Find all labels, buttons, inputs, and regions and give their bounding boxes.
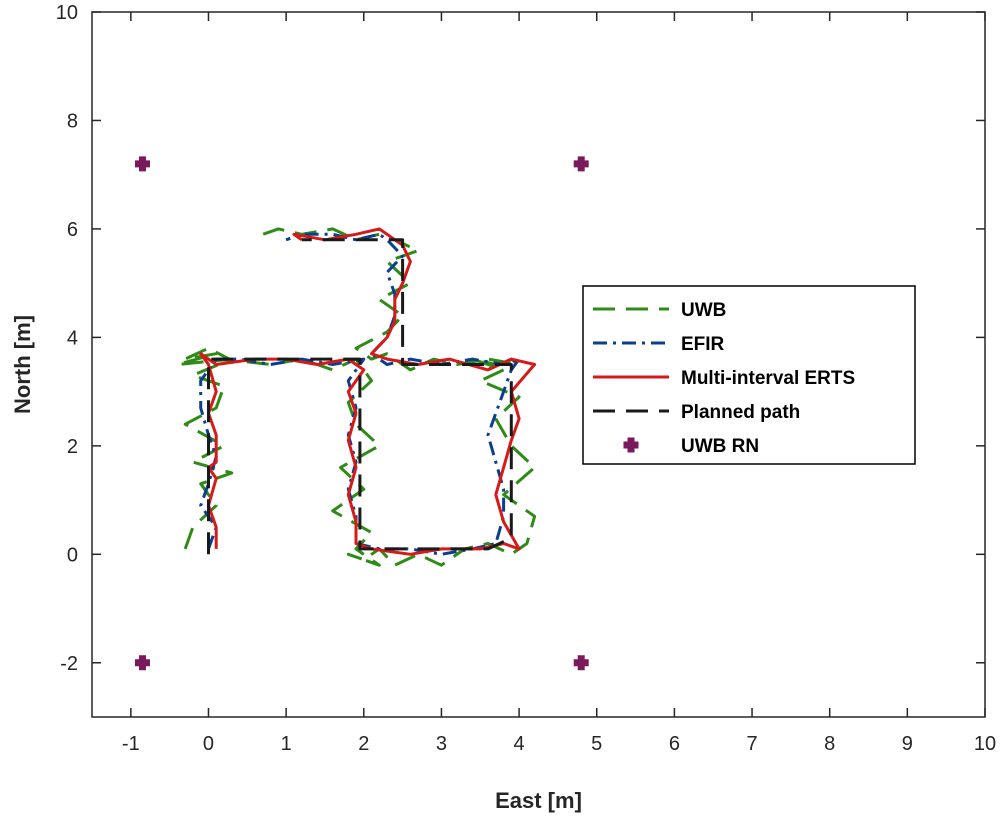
- x-tick-label: 7: [746, 733, 757, 755]
- y-axis-label: North [m]: [10, 315, 35, 414]
- x-tick-label: 10: [974, 733, 996, 755]
- uwb-rn-marker: [134, 655, 150, 671]
- marker-layer: [134, 156, 589, 671]
- legend-label: Planned path: [681, 402, 800, 423]
- legend: UWB EFIR Multi-interval ERTS Planned path UW…: [582, 285, 916, 465]
- x-tick-label: -1: [122, 733, 140, 755]
- series-line-uwb: [175, 227, 537, 567]
- legend-label: UWB: [681, 300, 726, 321]
- y-tick-label: 4: [67, 327, 78, 349]
- x-tick-label: 2: [358, 733, 369, 755]
- y-tick-label: 0: [67, 544, 78, 566]
- x-tick-label: 6: [669, 733, 680, 755]
- uwb-rn-marker: [573, 156, 589, 172]
- legend-swatch: [623, 437, 639, 453]
- x-tick-label: 9: [902, 733, 913, 755]
- legend-label: Multi-interval ERTS: [681, 368, 855, 389]
- series-line-planned-path: [207, 238, 513, 555]
- series-layer: [175, 227, 537, 567]
- series-line-multi-interval-erts: [199, 227, 537, 556]
- axes-box: [91, 11, 986, 718]
- legend-label: EFIR: [681, 334, 725, 355]
- legend-label: UWB RN: [681, 436, 759, 457]
- x-tick-label: 8: [824, 733, 835, 755]
- y-tick-label: -2: [60, 653, 78, 675]
- y-tick-label: 8: [67, 110, 78, 132]
- x-tick-label: 3: [436, 733, 447, 755]
- uwb-rn-marker: [573, 655, 589, 671]
- y-tick-label: 10: [56, 2, 78, 24]
- x-tick-label: 5: [591, 733, 602, 755]
- x-tick-label: 0: [203, 733, 214, 755]
- legend-box: [582, 285, 916, 465]
- y-tick-label: 2: [67, 436, 78, 458]
- uwb-rn-marker: [134, 156, 150, 172]
- x-tick-label: 4: [514, 733, 525, 755]
- x-axis-label: East [m]: [495, 788, 582, 813]
- y-tick-label: 6: [67, 219, 78, 241]
- tick-layer: -1 0 1 2 3 4 5 6 7 8 9 10 -2 0 2 4 6 8 10: [56, 2, 996, 755]
- x-tick-label: 1: [281, 733, 292, 755]
